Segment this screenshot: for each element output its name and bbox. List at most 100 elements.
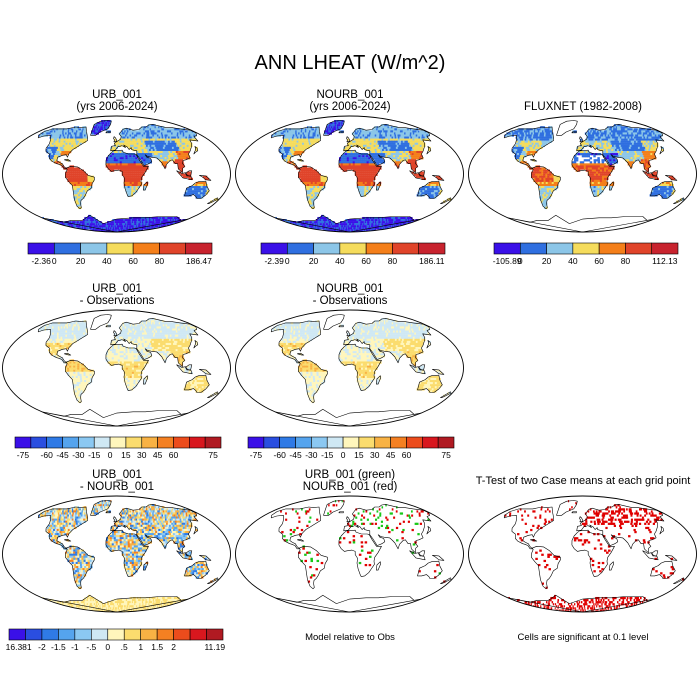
colorbar-nourb_obs-swatch [326, 436, 344, 449]
colorbar-fluxnet-tick-label: 60 [594, 256, 604, 266]
colorbar-nourb_obs-tick-label: -60 [274, 450, 287, 460]
colorbar-urb_nourb-swatch [189, 628, 207, 641]
colorbar-urb_nourb-swatch [206, 628, 224, 641]
panel-title-urb-nourb: URB_001 - NOURB_001 [0, 469, 234, 493]
colorbar-urb-tick-label: 60 [128, 256, 138, 266]
colorbar-urb_nourb-tick-label: 0 [105, 642, 110, 652]
panel-title-urb-nourb-line1: URB_001 [92, 469, 142, 481]
colorbar-nourb-swatch [392, 242, 420, 255]
panel-title-nourb-line2: (yrs 2006-2024) [309, 101, 391, 113]
colorbar-urb: -2.36 0 20 40 60 80 186.47 [27, 242, 213, 266]
panel-title-urb: URB_001 (yrs 2006-2024) [0, 89, 234, 113]
colorbar-nourb-tick-label: 60 [361, 256, 371, 266]
map-nourb [235, 115, 464, 233]
colorbar-nourb_obs-swatch [390, 436, 407, 449]
colorbar-urb_obs-swatch [30, 436, 48, 449]
panel-title-fluxnet: FLUXNET (1982-2008) [466, 101, 700, 113]
colorbar-nourb_obs-swatch [422, 436, 439, 449]
colorbar-urb_obs-tick-label: -30 [72, 450, 85, 460]
colorbar-urb_obs-swatch [141, 436, 158, 449]
colorbar-urb_obs-tick-label: -45 [56, 450, 69, 460]
colorbar-urb_obs-swatch [204, 436, 222, 449]
colorbar-urb_obs-swatch [62, 436, 79, 449]
colorbar-fluxnet: -105.890 20 40 60 80 112.13 [493, 242, 679, 266]
colorbar-urb_nourb-swatch [74, 628, 92, 641]
panel-title-model-rel-line1: URB_001 (green) [304, 469, 396, 481]
map-model-rel [235, 495, 464, 613]
colorbar-urb_nourb-swatch [8, 628, 26, 641]
colorbar-urb_nourb-tick-label: -2 [38, 642, 46, 652]
colorbar-urb_nourb-swatch [41, 628, 59, 641]
colorbar-nourb_obs-swatch [342, 436, 360, 449]
colorbar-urb-swatch [106, 242, 134, 255]
colorbar-fluxnet-tick-label: 20 [542, 256, 552, 266]
colorbar-urb_obs-tick-label: 0 [108, 450, 113, 460]
colorbar-nourb_obs-swatch [247, 436, 265, 449]
panel-title-model-rel: URB_001 (green) NOURB_001 (red) [233, 469, 467, 493]
colorbar-fluxnet-tick-label: 112.13 [652, 256, 678, 266]
colorbar-urb_obs-swatch [109, 436, 127, 449]
colorbar-urb_obs-tick-label: -75 [17, 450, 30, 460]
map-fluxnet [468, 115, 697, 233]
panel-title-urb-line1: URB_001 [92, 89, 142, 101]
colorbar-nourb_obs-tick-label: -45 [289, 450, 302, 460]
colorbar-urb-tick-label: 186.47 [186, 256, 212, 266]
colorbar-nourb-swatch [260, 242, 288, 255]
colorbar-nourb-swatch [286, 242, 314, 255]
colorbar-urb_nourb-swatch [107, 628, 125, 641]
colorbar-urb_obs-swatch [93, 436, 111, 449]
colorbar-urb-tick-label: 40 [102, 256, 112, 266]
colorbar-urb_nourb-tick-label: 1.5 [151, 642, 163, 652]
map-ttest [468, 495, 697, 613]
map-urb-obs [2, 309, 231, 427]
colorbar-urb_nourb-swatch [58, 628, 76, 641]
colorbar-nourb_obs-swatch [295, 436, 312, 449]
colorbar-nourb-tick-label: -2.39 [264, 256, 284, 266]
colorbar-fluxnet-swatch [519, 242, 547, 255]
panel-title-urb-nourb-line2: - NOURB_001 [79, 481, 155, 493]
panel-title-nourb-obs: NOURB_001 - Observations [233, 283, 467, 307]
panel-title-ttest-line1: T-Test of two Case means at each grid po… [475, 475, 691, 487]
colorbar-nourb-tick-label: 20 [309, 256, 319, 266]
colorbar-fluxnet-swatch [651, 242, 679, 255]
colorbar-urb-swatch [132, 242, 160, 255]
panel-title-model-rel-line2: NOURB_001 (red) [302, 481, 398, 493]
colorbar-fluxnet-swatch [625, 242, 653, 255]
colorbar-nourb_obs-tick-label: 60 [402, 450, 412, 460]
colorbar-nourb_obs-tick-label: -15 [321, 450, 334, 460]
colorbar-urb_obs-swatch [14, 436, 32, 449]
panel-title-urb-obs: URB_001 - Observations [0, 283, 234, 307]
panel-title-nourb-line1: NOURB_001 [316, 89, 384, 101]
colorbar-urb-tick-label: 20 [76, 256, 86, 266]
colorbar-urb_obs-tick-label: 15 [121, 450, 131, 460]
colorbar-urb-swatch [80, 242, 108, 255]
colorbar-nourb-obs: -75 -60 -45 -30 -15 0 15 30 45 60 75 [247, 436, 455, 460]
colorbar-nourb-tick-label: 80 [388, 256, 398, 266]
colorbar-fluxnet-tick-label: 40 [568, 256, 578, 266]
panel-title-nourb-obs-line1: NOURB_001 [316, 283, 384, 295]
colorbar-urb_obs-tick-label: 30 [137, 450, 147, 460]
colorbar-nourb_obs-swatch [279, 436, 296, 449]
colorbar-urb_nourb-swatch [156, 628, 174, 641]
colorbar-urb_nourb-tick-label: 11.19 [204, 642, 225, 652]
colorbar-nourb-tick-label: 186.11 [419, 256, 445, 266]
colorbar-urb_obs-tick-label: -60 [41, 450, 54, 460]
colorbar-urb_nourb-tick-label: 2 [171, 642, 176, 652]
colorbar-urb-swatch [27, 242, 55, 255]
panel-title-ttest: T-Test of two Case means at each grid po… [466, 475, 700, 487]
colorbar-urb_obs-tick-label: 75 [208, 450, 218, 460]
colorbar-urb_obs-swatch [78, 436, 95, 449]
colorbar-urb_nourb-swatch [91, 628, 109, 641]
colorbar-urb_nourb-swatch [140, 628, 158, 641]
figure-title: ANN LHEAT (W/m^2) [254, 52, 446, 74]
colorbar-nourb_obs-swatch [311, 436, 328, 449]
panel-title-urb-obs-line2: - Observations [79, 295, 155, 307]
colorbar-nourb_obs-swatch [263, 436, 281, 449]
note-model-rel: Model relative to Obs [305, 632, 395, 643]
colorbar-urb_obs-swatch [46, 436, 63, 449]
colorbar-urb_nourb-swatch [173, 628, 191, 641]
colorbar-fluxnet-swatch [572, 242, 600, 255]
colorbar-urb-nourb: -16.381 -2 -1.5 -1 -.5 0 .5 1 1.5 2 11.19 [6, 628, 225, 652]
colorbar-urb-tick-label: -2.36 [31, 256, 51, 266]
colorbar-nourb_obs-swatch [358, 436, 376, 449]
